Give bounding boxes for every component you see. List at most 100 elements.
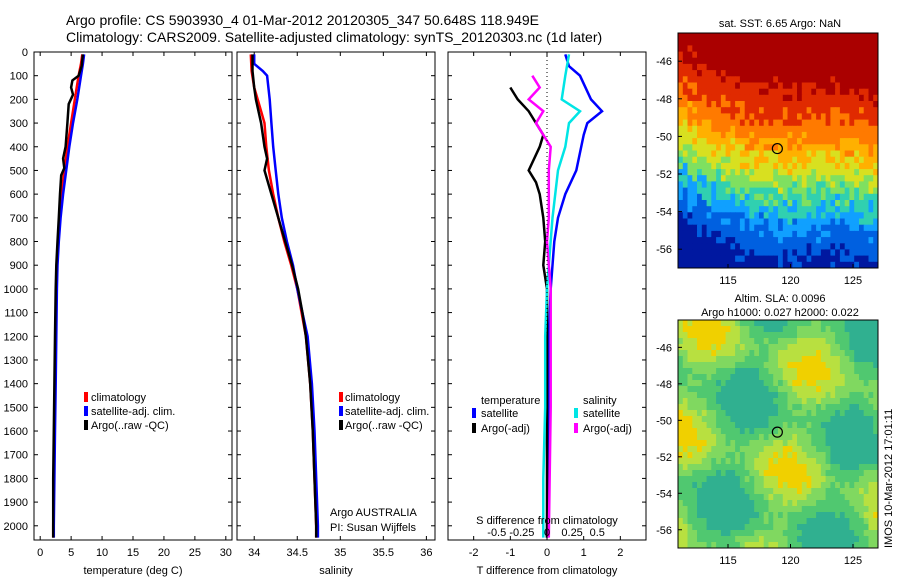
map-cell (844, 101, 850, 108)
map-cell (711, 404, 717, 411)
map-cell (697, 356, 703, 363)
map-cell (759, 94, 765, 102)
map-cell (735, 218, 741, 226)
map-cell (768, 452, 774, 459)
map-cell (873, 506, 879, 513)
map-cell (868, 218, 874, 226)
map-cell (811, 200, 817, 207)
map-cell (739, 452, 746, 459)
map-cell (706, 512, 712, 519)
map-cell (830, 187, 836, 195)
map-cell (735, 320, 741, 327)
map-cell (839, 169, 846, 176)
map-cell (763, 500, 769, 507)
map-cell (730, 458, 736, 465)
map-cell (811, 175, 817, 182)
map-cell (797, 458, 803, 465)
map-cell (720, 524, 727, 531)
map-cell (692, 392, 698, 399)
map-cell (697, 350, 703, 357)
map-cell (744, 320, 750, 327)
map-cell (806, 82, 812, 90)
map-cell (730, 434, 736, 441)
map-cell (868, 326, 874, 333)
map-cell (825, 51, 831, 59)
map-cell (820, 249, 827, 257)
map-cell (868, 230, 874, 238)
map-cell (730, 261, 736, 269)
map-cell (844, 368, 850, 375)
map-cell (830, 224, 836, 232)
map-cell (787, 518, 793, 525)
map-cell (839, 33, 846, 40)
map-cell (711, 410, 717, 417)
map-cell (797, 94, 803, 102)
map-cell (706, 416, 712, 423)
map-cell (711, 434, 717, 441)
map-cell (816, 230, 822, 238)
map-cell (854, 63, 860, 71)
map-cell (701, 88, 708, 96)
map-cell (768, 57, 774, 65)
map-cell (716, 500, 722, 507)
map-cell (825, 101, 831, 108)
map-cell (725, 243, 731, 250)
map-cell (768, 193, 774, 201)
map-cell (811, 404, 817, 411)
map-cell (759, 138, 765, 145)
map-cell (725, 230, 731, 238)
map-cell (754, 82, 760, 90)
map-cell (759, 458, 765, 465)
map-cell (716, 332, 722, 339)
map-cell (725, 380, 731, 387)
map-cell (682, 512, 689, 519)
map-cell (806, 422, 812, 429)
map-cell (716, 101, 722, 108)
map-cell (692, 224, 698, 232)
map-cell (754, 119, 760, 127)
map-cell (711, 542, 717, 549)
map-cell (859, 494, 865, 501)
map-cell (692, 162, 698, 170)
map-cell (820, 94, 827, 102)
map-cell (706, 452, 712, 459)
map-cell (730, 428, 736, 435)
map-cell (735, 458, 741, 465)
map-cell (873, 344, 879, 351)
map-cell (835, 494, 841, 501)
map-cell (825, 500, 831, 507)
map-cell (839, 374, 846, 381)
map-cell (863, 524, 869, 531)
map-cell (787, 63, 793, 71)
map-cell (711, 476, 717, 483)
map-cell (773, 101, 779, 108)
map-cell (739, 255, 746, 263)
map-cell (792, 428, 798, 435)
map-cell (835, 344, 841, 351)
map-cell (868, 500, 874, 507)
map-cell (773, 476, 779, 483)
map-cell (792, 45, 798, 53)
map-cell (792, 88, 798, 96)
map-cell (839, 452, 846, 459)
map-cell (816, 131, 822, 139)
map-cell (859, 125, 865, 133)
map-cell (682, 187, 689, 195)
map-cell (854, 45, 860, 53)
map-cell (782, 39, 789, 46)
map-cell (678, 476, 684, 483)
map-cell (868, 206, 874, 213)
map-cell (778, 464, 784, 471)
map-cell (854, 458, 860, 465)
map-cell (697, 125, 703, 133)
map-cell (768, 261, 774, 269)
map-cell (811, 33, 817, 40)
map-cell (816, 125, 822, 133)
map-cell (849, 63, 855, 71)
map-cell (806, 94, 812, 102)
map-cell (720, 446, 727, 453)
map-cell (678, 404, 684, 411)
x-tick-label: 35 (334, 547, 346, 559)
map-cell (725, 356, 731, 363)
map-cell (787, 131, 793, 139)
